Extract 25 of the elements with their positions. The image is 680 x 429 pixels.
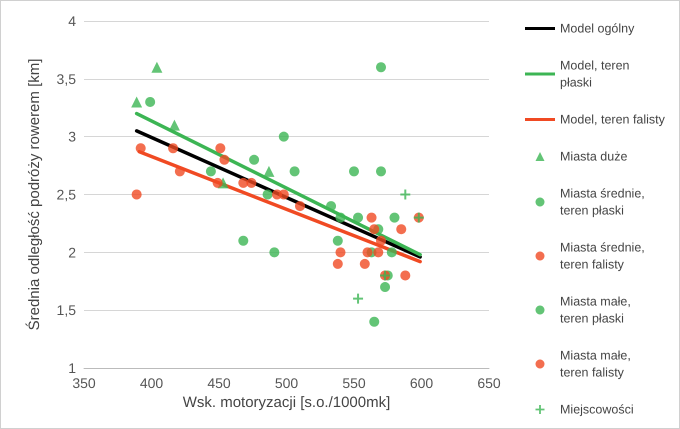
legend-label: Miasta duże: [560, 150, 628, 164]
legend-label: Miasta małe, teren płaski: [560, 294, 634, 326]
y-axis-title: Średnia odległość podróży rowerem [km]: [25, 58, 43, 330]
x-tick-label: 400: [140, 375, 164, 391]
x-tick-label: 350: [72, 375, 96, 391]
x-tick-label: 550: [342, 375, 366, 391]
y-tick-label: 1,5: [56, 302, 76, 318]
legend-label: Miasta średnie, teren płaski: [560, 186, 648, 218]
legend-label: Miasta średnie, teren falisty: [560, 240, 648, 272]
legend-label: Model, teren płaski: [560, 58, 633, 90]
legend-label: Model, teren falisty: [560, 112, 666, 126]
y-tick-label: 3,5: [56, 70, 76, 87]
y-tick-label: 4: [68, 13, 76, 29]
x-tick-label: 450: [207, 375, 231, 391]
y-tick-label: 3: [68, 128, 76, 145]
x-tick-label: 650: [477, 375, 501, 391]
legend-label: Model ogólny: [560, 22, 636, 36]
legend-label: Miejscowości: [560, 402, 634, 416]
y-tick-label: 2: [68, 244, 76, 260]
y-tick-label: 2,5: [56, 186, 76, 202]
x-tick-label: 500: [274, 375, 298, 391]
y-tick-label: 1: [68, 360, 76, 376]
x-tick-label: 600: [410, 375, 434, 391]
legend-label: Miasta małe, teren falisty: [560, 348, 634, 380]
x-axis-title: Wsk. motoryzacji [s.o./1000mk]: [182, 394, 390, 411]
